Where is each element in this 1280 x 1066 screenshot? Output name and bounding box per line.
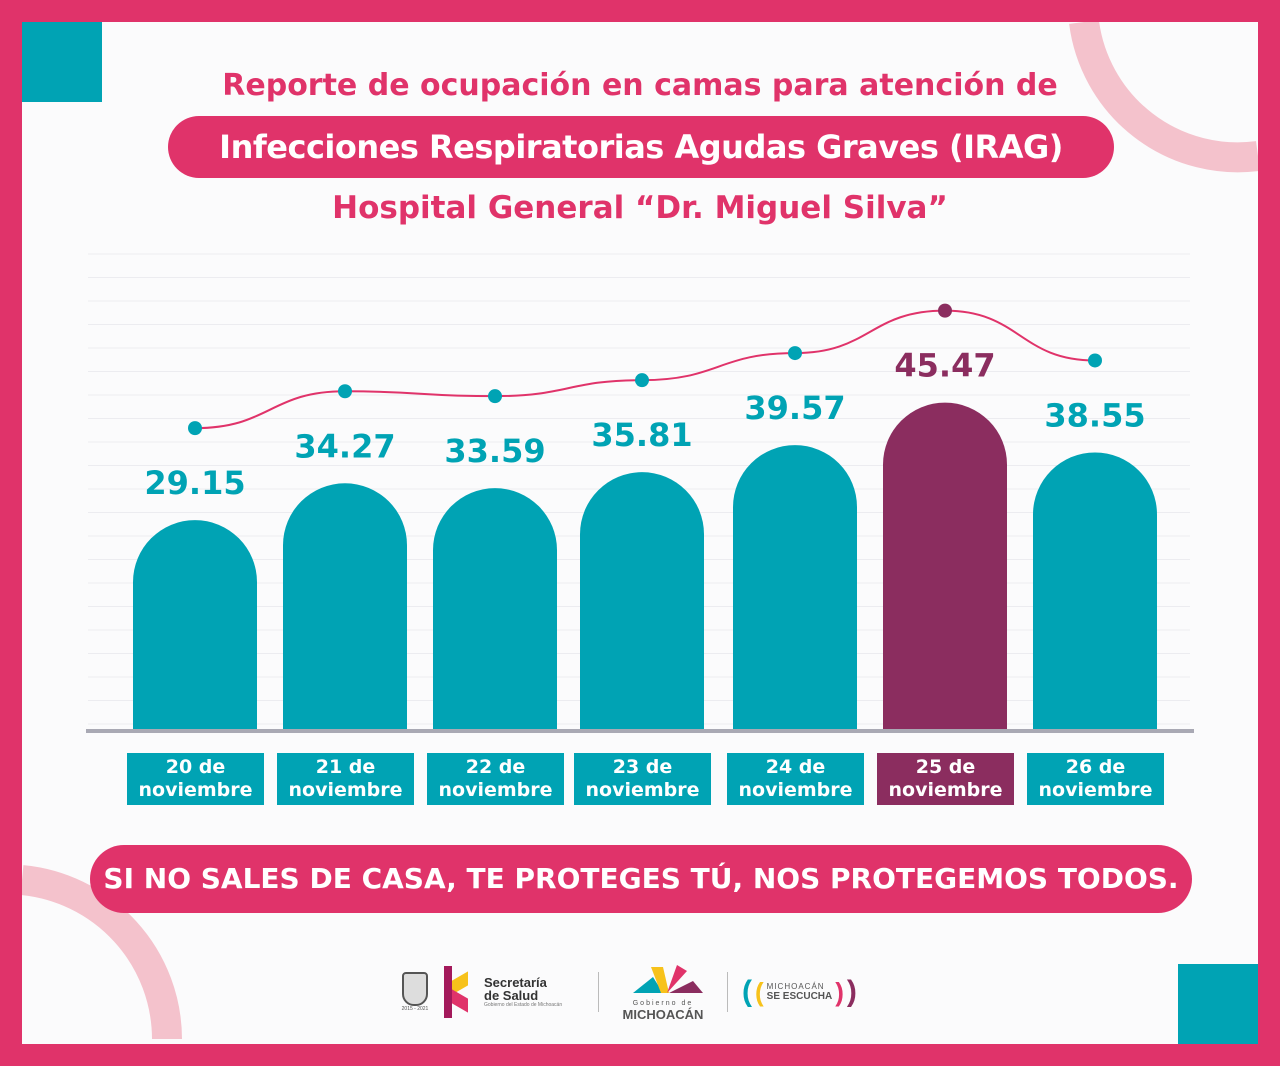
x-tick-label: 23 de noviembre [574,753,711,805]
data-label: 39.57 [744,389,845,427]
data-label: 33.59 [444,432,545,470]
trend-point [635,373,649,388]
decor-square [22,22,102,102]
trend-point [788,346,802,361]
infographic-card: Reporte de ocupación en camas para atenc… [22,22,1258,1044]
logos-footer: 2015 - 2021 Secretaría de Salud Gobierno… [400,957,900,1027]
data-label: 29.15 [144,464,245,502]
data-label: 38.55 [1044,396,1145,434]
coat-of-arms-logo: 2015 - 2021 [400,972,430,1012]
data-label: 45.47 [894,347,995,385]
bar [283,483,407,730]
hospital-name: Hospital General “Dr. Miguel Silva” [332,190,948,226]
salud-k-icon [444,966,470,1018]
michoacan-petals-icon [633,964,703,993]
bar [883,402,1007,730]
gobierno-michoacan-logo: Gobierno de MICHOACÁN [613,963,713,1022]
x-tick-label: 24 de noviembre [727,753,864,805]
bar-chart: 29.15 34.27 33.59 35.81 39.57 45.47 38.55 [86,253,1194,733]
data-label: 35.81 [591,416,692,454]
michoacan-se-escucha-logo: (( MICHOACÁN SE ESCUCHA )) [742,975,857,1008]
data-label: 34.27 [294,427,395,465]
x-tick-label: 26 de noviembre [1027,753,1164,805]
decor-ring [22,865,182,1040]
bar [133,520,257,730]
slogan-banner: SI NO SALES DE CASA, TE PROTEGES TÚ, NOS… [90,845,1192,913]
trend-point [188,421,202,436]
x-tick-label: 21 de noviembre [277,753,414,805]
x-tick-label: 22 de noviembre [427,753,564,805]
bar [733,445,857,730]
bar [1033,452,1157,730]
bar [433,488,557,730]
trend-point [338,384,352,399]
decor-square [1178,964,1258,1044]
title-line-1: Reporte de ocupación en camas para atenc… [222,68,1058,103]
title-pill: Infecciones Respiratorias Agudas Graves … [168,116,1114,178]
x-tick-label: 25 de noviembre [877,753,1014,805]
trend-point [938,303,952,318]
trend-point [488,389,502,404]
decor-ring [1069,22,1258,173]
decor-rings [22,22,1258,1040]
secretaria-salud-logo: Secretaría de Salud Gobierno del Estado … [484,975,563,1008]
x-tick-label: 20 de noviembre [127,753,264,805]
trend-point [1088,353,1102,368]
bar [580,472,704,730]
